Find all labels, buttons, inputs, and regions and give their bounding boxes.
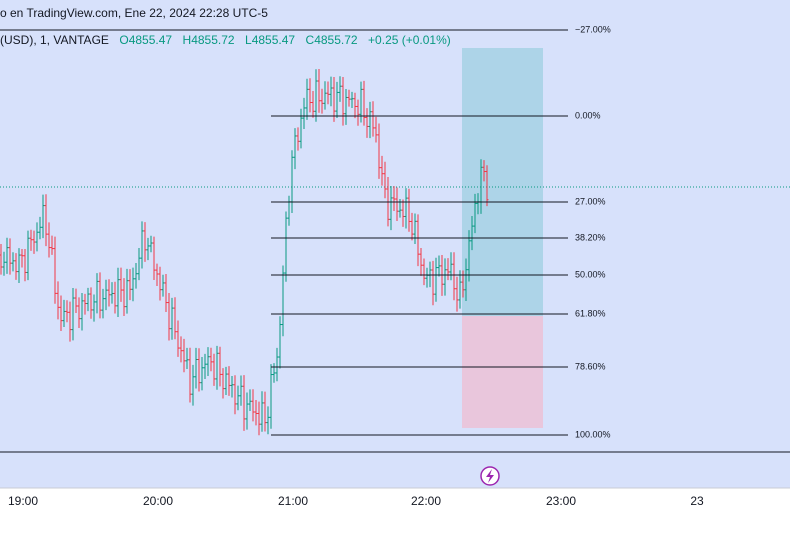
fib-label: 38.20%	[575, 232, 606, 242]
header-title: o en TradingView.com, Ene 22, 2024 22:28…	[0, 6, 268, 20]
symbol: (USD), 1, VANTAGE	[0, 33, 109, 47]
x-tick-label: 20:00	[143, 494, 173, 508]
close: C4855.72	[306, 33, 358, 47]
low: L4855.47	[245, 33, 295, 47]
fib-label: 50.00%	[575, 269, 606, 279]
fib-label: 100.00%	[575, 429, 611, 439]
open: O4855.47	[119, 33, 172, 47]
fib-label: 61.80%	[575, 308, 606, 318]
profit-zone	[462, 48, 543, 316]
fib-label: 0.00%	[575, 110, 601, 120]
loss-zone	[462, 316, 543, 428]
lightning-glyph	[486, 469, 494, 483]
change: +0.25 (+0.01%)	[368, 33, 451, 47]
x-tick-label: 23	[690, 494, 704, 508]
fib-label: 78.60%	[575, 361, 606, 371]
fib-label: 27.00%	[575, 196, 606, 206]
price-bars	[0, 69, 489, 436]
high: H4855.72	[183, 33, 235, 47]
x-tick-label: 19:00	[8, 494, 38, 508]
x-tick-label: 23:00	[546, 494, 576, 508]
ohlc-line: (USD), 1, VANTAGE O4855.47 H4855.72 L485…	[0, 32, 451, 49]
x-tick-label: 22:00	[411, 494, 441, 508]
x-axis: 19:00 20:00 21:00 22:00 23:00 23	[8, 494, 704, 508]
x-tick-label: 21:00	[278, 494, 308, 508]
fib-retracement: −27.00% 0.00% 27.00% 38.20% 50.00% 61.80% 78.6…	[0, 24, 611, 439]
fib-label: −27.00%	[575, 24, 611, 34]
chart-background	[0, 0, 790, 488]
